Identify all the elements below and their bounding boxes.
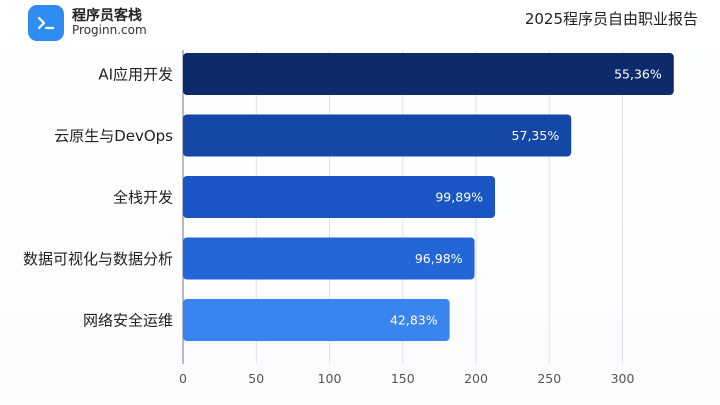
data-label: 55,36% — [614, 67, 662, 82]
bars: 55,36% 57,35% 99,89% 96,98% 42,83% — [183, 53, 674, 341]
x-tick-label: 200 — [464, 371, 488, 386]
brand-name: 程序员客栈 — [72, 8, 142, 25]
category-label: 数据可视化与数据分析 — [23, 250, 173, 268]
x-tick-label: 100 — [318, 371, 342, 386]
x-tick-label: 300 — [611, 371, 635, 386]
data-label: 99,89% — [435, 190, 483, 205]
x-axis-ticks: 0 50 100 150 200 250 300 — [179, 371, 634, 386]
x-tick-label: 50 — [248, 371, 264, 386]
bar — [183, 299, 450, 341]
category-label: 云原生与DevOps — [54, 127, 173, 145]
x-tick-label: 150 — [391, 371, 415, 386]
category-label: 网络安全运维 — [83, 312, 173, 330]
brand-domain: Proginn.com — [72, 23, 147, 38]
data-label: 96,98% — [415, 251, 463, 266]
x-tick-label: 250 — [537, 371, 561, 386]
bar — [183, 114, 572, 157]
brand-logo: 程序员客栈 Proginn.com — [28, 4, 147, 42]
data-label: 57,35% — [512, 128, 560, 143]
x-tick-label: 0 — [179, 371, 187, 386]
category-label: AI应用开发 — [98, 66, 173, 84]
data-label: 42,83% — [390, 313, 438, 328]
bar — [183, 53, 674, 95]
bar — [183, 176, 496, 218]
chart-title: 2025程序员自由职业报告 — [524, 10, 698, 28]
terminal-prompt-icon — [28, 5, 64, 41]
bar — [183, 237, 475, 280]
category-label: 全栈开发 — [113, 189, 173, 207]
